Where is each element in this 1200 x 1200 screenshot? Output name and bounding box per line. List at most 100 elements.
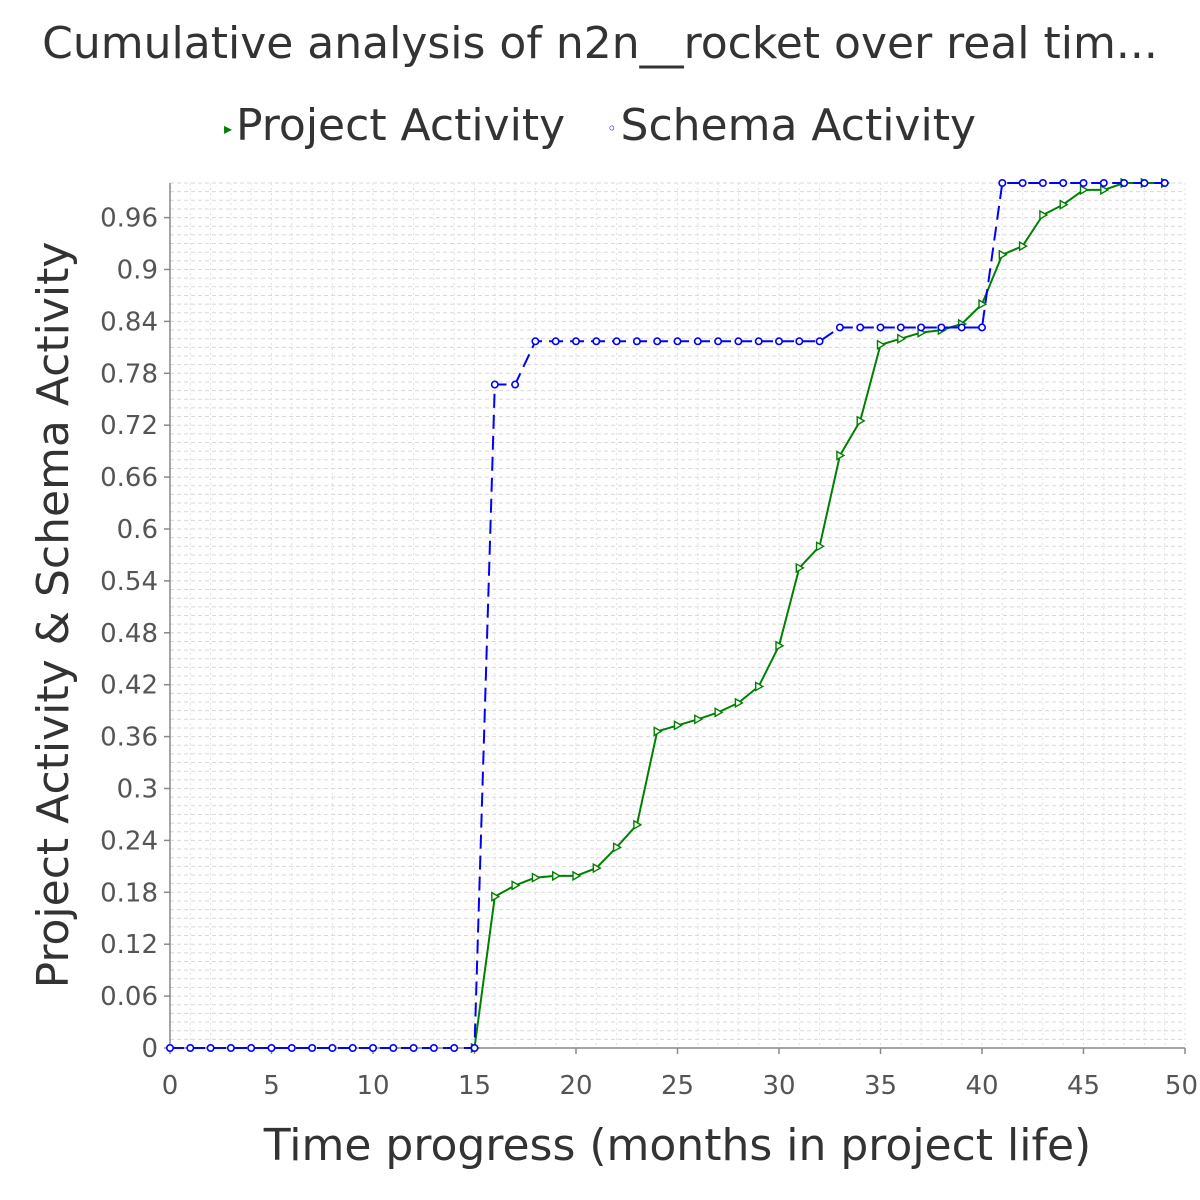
chart-title: Cumulative analysis of n2n__rocket over …: [42, 18, 1158, 69]
y-tick-label: 0.3: [117, 775, 158, 805]
point-schema-activity: [917, 323, 926, 332]
x-axis-label: Time progress (months in project life): [263, 1120, 1092, 1171]
point-schema-activity: [308, 1044, 317, 1053]
y-tick-label: 0.66: [100, 463, 158, 493]
point-schema-activity: [896, 323, 905, 332]
point-schema-activity: [795, 337, 804, 346]
point-project-activity: [836, 450, 846, 461]
point-project-activity: [531, 872, 541, 883]
point-schema-activity: [1018, 179, 1027, 188]
point-project-activity: [653, 726, 663, 737]
point-schema-activity: [470, 1044, 479, 1053]
point-schema-activity: [876, 323, 885, 332]
legend-item-project-activity: ▸Project Activity: [224, 100, 565, 151]
point-schema-activity: [856, 323, 865, 332]
x-tick-label: 30: [762, 1071, 795, 1101]
y-tick-label: 0.78: [100, 359, 158, 389]
point-schema-activity: [1059, 179, 1068, 188]
y-tick-label: 0.9: [117, 256, 158, 286]
x-tick-label: 10: [356, 1071, 389, 1101]
y-axis-label: Project Activity & Schema Activity: [28, 241, 79, 989]
y-tick-label: 0.96: [100, 204, 158, 234]
x-tick-label: 40: [965, 1071, 998, 1101]
y-tick-label: 0: [141, 1034, 158, 1064]
point-schema-activity: [247, 1044, 256, 1053]
y-tick-label: 0.12: [100, 930, 158, 960]
point-project-activity: [998, 249, 1008, 261]
point-schema-activity: [226, 1044, 235, 1053]
point-schema-activity: [693, 337, 702, 346]
legend-marker-circle-icon: ◦: [607, 118, 617, 138]
point-project-activity: [1039, 209, 1049, 221]
y-tick-label: 0.36: [100, 723, 158, 753]
point-project-activity: [552, 870, 562, 882]
axis-layer: [164, 183, 1186, 1054]
point-schema-activity: [206, 1044, 215, 1053]
series-layer: [166, 177, 1171, 1054]
x-tick-label: 35: [864, 1071, 897, 1101]
legend-label-project-activity: Project Activity: [236, 100, 566, 151]
y-tick-label: 0.72: [100, 411, 158, 441]
point-project-activity: [1018, 240, 1029, 252]
y-tick-label: 0.42: [100, 671, 158, 701]
point-project-activity: [1079, 184, 1089, 196]
point-project-activity: [694, 714, 704, 725]
point-schema-activity: [714, 337, 723, 346]
point-schema-activity: [835, 323, 844, 332]
point-schema-activity: [409, 1044, 418, 1053]
series-line-schema-activity: [170, 182, 1165, 1049]
point-project-activity: [734, 697, 744, 709]
grid-layer: [169, 182, 1186, 1049]
legend-label-schema-activity: Schema Activity: [620, 100, 976, 151]
point-schema-activity: [551, 337, 560, 346]
point-schema-activity: [592, 337, 601, 346]
point-schema-activity: [653, 337, 662, 346]
y-tick-label: 0.84: [100, 307, 158, 337]
point-project-activity: [897, 333, 907, 344]
point-project-activity: [491, 891, 501, 902]
point-project-activity: [612, 842, 623, 853]
point-project-activity: [978, 298, 988, 310]
point-project-activity: [795, 562, 805, 574]
x-tick-label: 15: [458, 1071, 491, 1101]
legend: ▸Project Activity ◦Schema Activity: [0, 100, 1200, 151]
point-schema-activity: [673, 337, 682, 346]
point-project-activity: [1100, 184, 1110, 196]
point-schema-activity: [571, 337, 580, 346]
point-schema-activity: [368, 1044, 377, 1053]
point-project-activity: [714, 707, 724, 718]
point-project-activity: [633, 819, 643, 831]
point-schema-activity: [977, 323, 986, 332]
point-schema-activity: [287, 1044, 296, 1053]
point-schema-activity: [937, 323, 946, 332]
point-schema-activity: [998, 179, 1007, 188]
point-project-activity: [856, 415, 866, 427]
x-tick-label: 0: [162, 1071, 179, 1101]
point-schema-activity: [754, 337, 763, 346]
point-schema-activity: [957, 323, 966, 332]
y-tick-label: 0.54: [100, 567, 158, 597]
point-schema-activity: [1079, 179, 1088, 188]
point-schema-activity: [389, 1044, 398, 1053]
point-schema-activity: [734, 337, 743, 346]
point-schema-activity: [1099, 179, 1108, 188]
y-tick-label: 0.24: [100, 826, 158, 856]
point-project-activity: [511, 880, 521, 891]
point-schema-activity: [531, 337, 540, 346]
point-schema-activity: [490, 380, 499, 389]
point-schema-activity: [429, 1044, 438, 1053]
point-schema-activity: [511, 380, 520, 389]
point-schema-activity: [1038, 179, 1047, 188]
point-project-activity: [673, 720, 683, 731]
point-schema-activity: [612, 337, 621, 346]
y-tick-label: 0.6: [117, 515, 158, 545]
x-tick-label: 20: [559, 1071, 592, 1101]
point-schema-activity: [1120, 179, 1129, 188]
point-schema-activity: [1160, 179, 1169, 188]
y-tick-label: 0.48: [100, 619, 158, 649]
point-project-activity: [572, 870, 582, 882]
point-schema-activity: [774, 337, 783, 346]
x-tick-label: 45: [1067, 1071, 1100, 1101]
point-schema-activity: [166, 1044, 175, 1053]
